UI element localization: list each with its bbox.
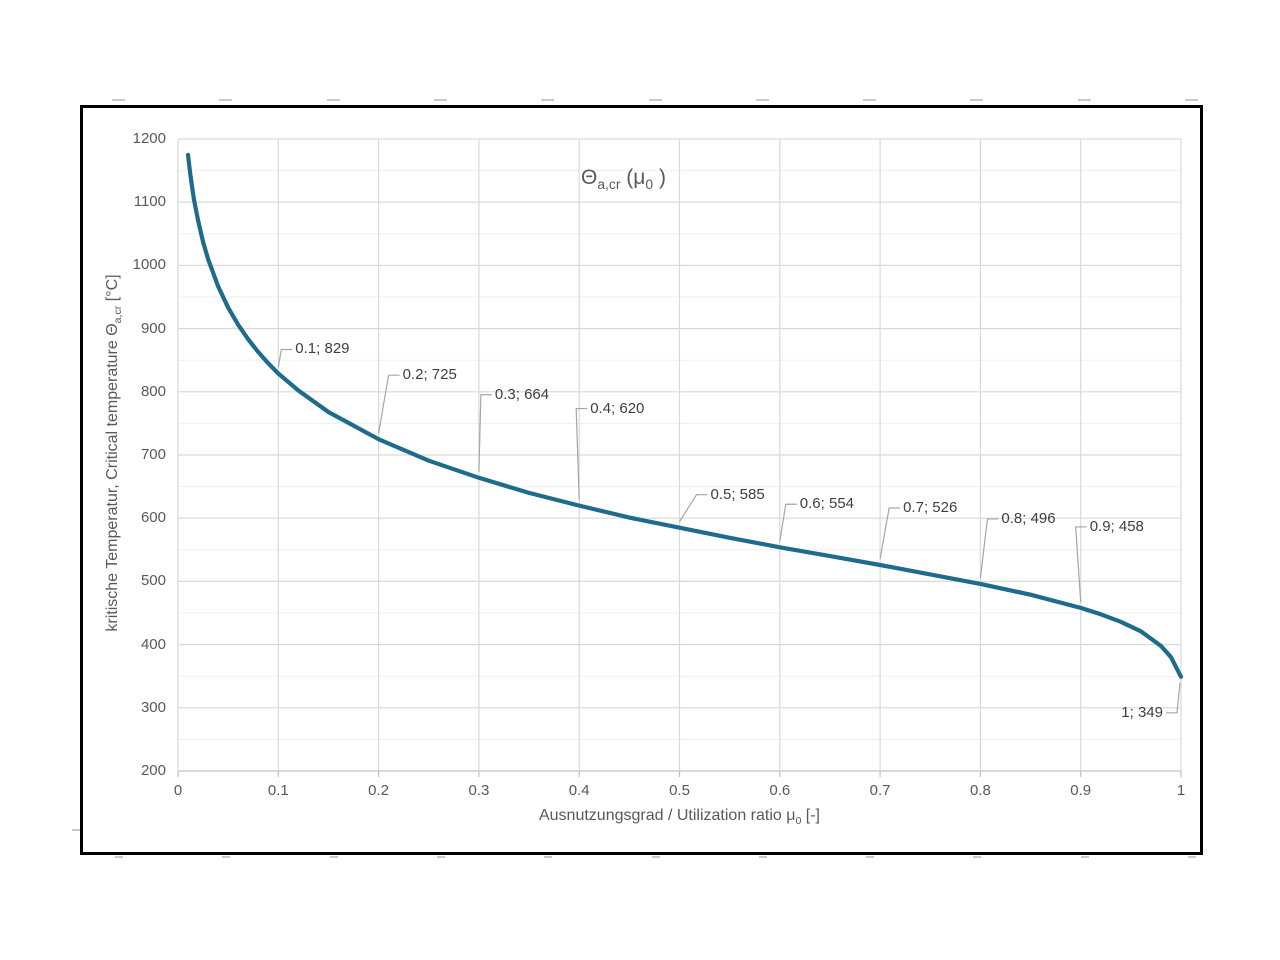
data-label-leader <box>879 507 901 560</box>
worksheet-gridline-dash <box>1080 856 1089 858</box>
y-tick-label: 200 <box>140 762 166 779</box>
data-label-leader <box>779 503 797 542</box>
worksheet-gridline-dash <box>651 856 660 858</box>
y-tick-label: 1200 <box>132 130 166 147</box>
data-label[interactable]: 0.7; 526 <box>903 498 958 516</box>
data-label[interactable]: 1; 349 <box>1121 703 1163 721</box>
chart-title-sub: 0 <box>645 176 654 193</box>
y-tick-label: 500 <box>140 572 166 590</box>
x-axis-title[interactable]: Ausnutzungsgrad / Utilization ratio μ0 [… <box>178 807 1181 827</box>
data-label-leader <box>378 374 400 434</box>
data-label[interactable]: 0.9; 458 <box>1089 517 1144 535</box>
worksheet-gridline-dash <box>866 856 875 858</box>
data-label-leader <box>575 407 588 500</box>
data-label-leader <box>1166 682 1181 714</box>
x-tick-label: 0.2 <box>368 782 390 799</box>
y-tick-label: 1100 <box>133 193 166 211</box>
data-label-leader <box>478 394 492 472</box>
data-label[interactable]: 0.3; 664 <box>494 385 550 403</box>
worksheet-gridline-dash <box>222 856 231 858</box>
x-axis-title-sub: 0 <box>795 815 802 828</box>
x-tick-label: 0.9 <box>1070 782 1092 799</box>
data-label-leader <box>277 348 293 368</box>
y-tick-label: 1000 <box>132 256 166 274</box>
data-label[interactable]: 0.1; 829 <box>295 340 350 358</box>
worksheet-gridline-dash <box>973 856 982 858</box>
worksheet-gridline-dash <box>544 856 553 858</box>
worksheet-gridline-dash <box>648 99 662 101</box>
worksheet-gridline-dash <box>1185 99 1198 101</box>
y-tick-label: 400 <box>140 635 166 653</box>
worksheet-gridline-dash <box>219 99 233 101</box>
chart-title-text: ) <box>653 166 666 189</box>
data-label-leader <box>979 518 999 578</box>
x-tick-label: 0.7 <box>869 782 891 799</box>
y-tick-label: 800 <box>140 382 166 400</box>
worksheet-gridline-dash <box>326 99 340 101</box>
worksheet-gridline-dash <box>436 856 445 858</box>
chart-title-text: Θ <box>581 166 598 189</box>
data-label[interactable]: 0.5; 585 <box>710 485 765 503</box>
x-tick-label: 1 <box>1176 782 1186 799</box>
worksheet-gridline-dash <box>755 99 769 101</box>
worksheet-gridline-dash <box>863 99 877 101</box>
x-tick-label: 0.6 <box>769 782 791 799</box>
worksheet-gridline-dash <box>433 99 447 101</box>
worksheet-gridline-dash <box>541 99 555 101</box>
data-label[interactable]: 0.4; 620 <box>590 399 645 417</box>
worksheet-gridline-dash <box>115 856 123 858</box>
chart-title[interactable]: Θa,cr (μ0 ) <box>581 166 666 192</box>
x-axis-title-text: Ausnutzungsgrad / Utilization ratio μ <box>538 807 796 824</box>
worksheet-gridline-dash <box>329 856 338 858</box>
x-tick-label: 0.8 <box>969 782 991 799</box>
y-tick-label: 600 <box>140 509 166 527</box>
data-label-leader <box>678 494 708 522</box>
worksheet-gridline-dash <box>1188 856 1196 858</box>
data-label[interactable]: 0.8; 496 <box>1001 509 1056 527</box>
y-tick-label: 300 <box>140 698 166 716</box>
chart-object[interactable]: Θa,cr (μ0 ) kritische Temperatur, Critic… <box>80 105 1203 855</box>
plot-svg <box>177 138 1184 777</box>
worksheet-gridline-dash <box>112 99 125 101</box>
x-tick-label: 0.1 <box>267 782 289 799</box>
worksheet-gridline-dash <box>72 829 80 831</box>
worksheet-gridline-dash <box>970 99 984 101</box>
x-tick-label: 0.4 <box>568 782 590 799</box>
data-label-leader <box>1075 526 1087 602</box>
y-tick-label: 900 <box>140 319 166 337</box>
y-tick-label: 700 <box>140 446 166 463</box>
x-tick-label: 0.5 <box>669 782 690 799</box>
data-label[interactable]: 0.6; 554 <box>799 495 855 513</box>
chart-title-sub: a,cr <box>597 176 621 193</box>
y-axis-title-text: [°C] <box>103 274 121 306</box>
worksheet-gridline-dash <box>1077 99 1091 101</box>
worksheet-gridline-dash <box>758 856 767 858</box>
chart-title-text: (μ <box>620 166 646 189</box>
series-line[interactable] <box>185 152 1184 679</box>
x-tick-label: 0 <box>173 782 183 799</box>
x-tick-label: 0.3 <box>468 782 490 799</box>
data-label[interactable]: 0.2; 725 <box>402 366 457 384</box>
x-axis-title-text: [-] <box>801 807 820 824</box>
